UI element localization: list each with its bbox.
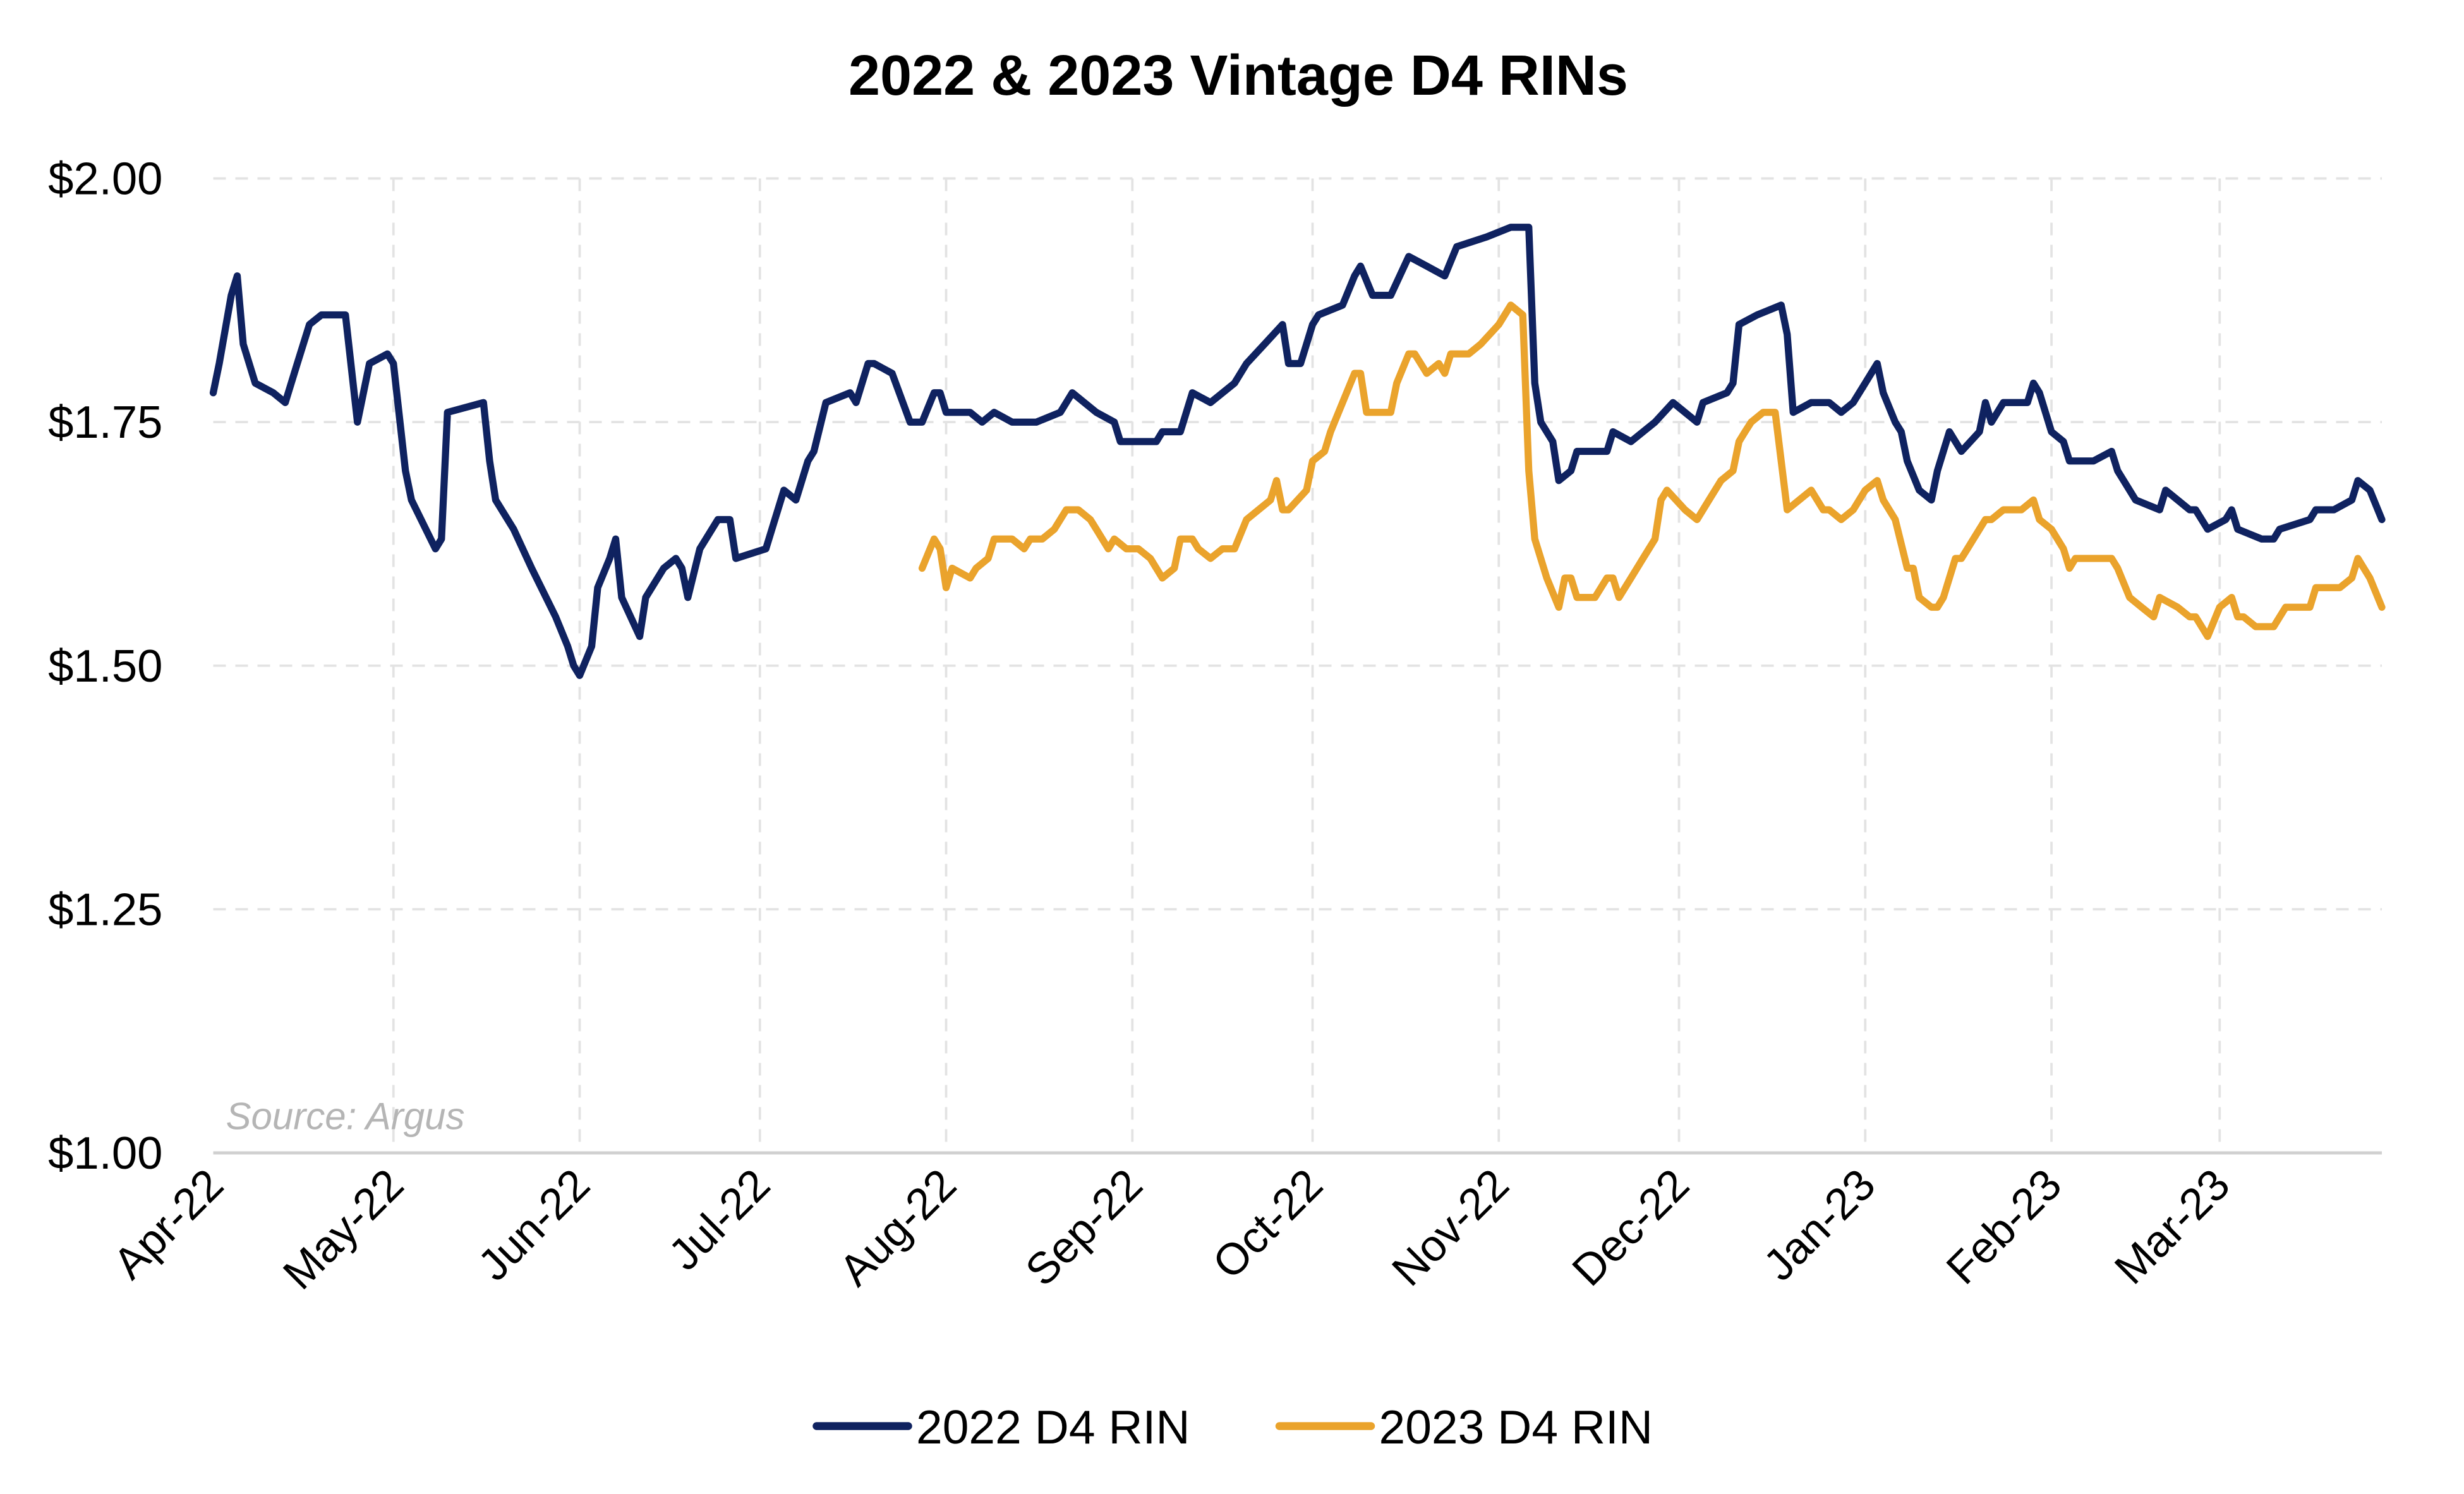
- legend: 2022 D4 RIN 2023 D4 RIN: [812, 1401, 1653, 1454]
- y-axis: $2.00 $1.75 $1.50 $1.25 $1.00: [48, 154, 162, 1179]
- legend-item-2023: 2023 D4 RIN: [1275, 1401, 1653, 1454]
- series-line-2023: [918, 301, 2386, 641]
- legend-item-2022: 2022 D4 RIN: [812, 1401, 1190, 1454]
- y-tick-label: $1.25: [48, 884, 162, 935]
- x-tick-label: Jun-22: [469, 1159, 600, 1290]
- gridlines: [213, 177, 2382, 1153]
- y-tick-label: $2.00: [48, 154, 162, 205]
- x-tick-label: Sep-22: [1016, 1159, 1152, 1295]
- x-tick-label: Mar-23: [2105, 1159, 2239, 1293]
- legend-label-2022: 2022 D4 RIN: [916, 1401, 1190, 1454]
- x-tick-label: Aug-22: [830, 1159, 965, 1295]
- y-tick-label: $1.00: [48, 1128, 162, 1179]
- x-tick-label: Jan-23: [1754, 1159, 1885, 1290]
- chart-title: 2022 & 2023 Vintage D4 RINs: [849, 44, 1628, 107]
- x-tick-label: Nov-22: [1382, 1159, 1518, 1295]
- series-line-2022: [209, 224, 2386, 679]
- source-note: Source: Argus: [226, 1095, 465, 1138]
- series-lines: [209, 224, 2386, 679]
- x-tick-label: Feb-23: [1937, 1159, 2071, 1293]
- y-tick-label: $1.75: [48, 397, 162, 448]
- x-tick-label: Jul-22: [659, 1159, 779, 1279]
- x-axis: Apr-22 May-22 Jun-22 Jul-22 Aug-22 Sep-22 Oct-…: [104, 1151, 2382, 1299]
- x-tick-label: Oct-22: [1203, 1159, 1332, 1288]
- x-tick-label: Dec-22: [1562, 1159, 1698, 1295]
- x-tick-label: May-22: [274, 1159, 413, 1298]
- y-tick-label: $1.50: [48, 641, 162, 692]
- legend-label-2023: 2023 D4 RIN: [1379, 1401, 1653, 1454]
